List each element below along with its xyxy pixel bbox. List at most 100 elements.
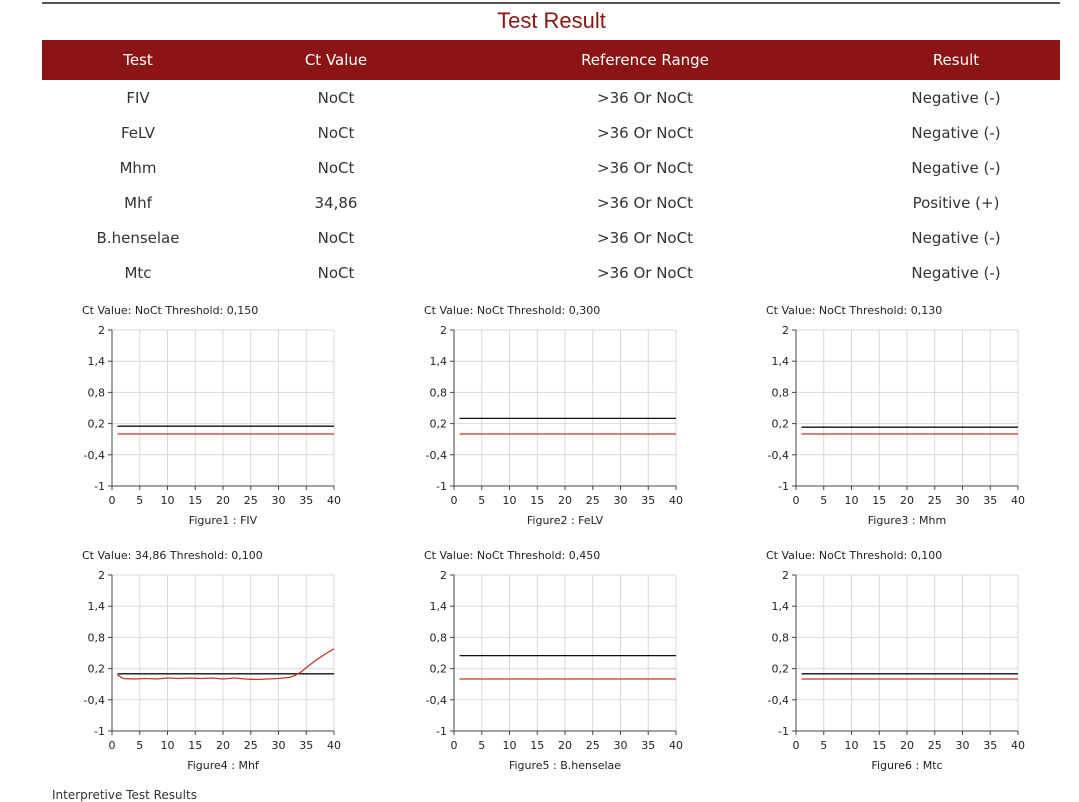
x-tick-label: 5 [136,739,143,752]
y-tick-label: 1,4 [88,355,106,368]
x-tick-label: 0 [109,494,116,507]
y-tick-label: 0,2 [430,663,448,676]
x-tick-label: 5 [136,494,143,507]
cell-reference-range: >36 Or NoCt [597,228,693,247]
chart-title: Ct Value: NoCt Threshold: 0,300 [424,304,600,317]
table-row: B.henselae NoCt >36 Or NoCt Negative (-) [42,220,1060,255]
x-tick-label: 10 [503,494,517,507]
cell-result: Positive (+) [912,193,1000,212]
x-tick-label: 30 [614,494,628,507]
x-tick-label: 15 [530,494,544,507]
y-tick-label: -1 [94,725,105,738]
cell-test: Mtc [124,263,152,282]
x-tick-label: 20 [216,739,230,752]
y-tick-label: -0,4 [426,694,447,707]
y-tick-label: -0,4 [768,449,789,462]
y-tick-label: 2 [782,569,789,582]
x-tick-label: 15 [188,494,202,507]
chart-title: Ct Value: NoCt Threshold: 0,150 [82,304,258,317]
x-tick-label: 25 [586,739,600,752]
header-result: Result [932,51,980,69]
cell-ct-value: NoCt [317,158,355,177]
x-tick-label: 20 [558,494,572,507]
x-tick-label: 30 [272,494,286,507]
chart-title: Ct Value: NoCt Threshold: 0,100 [766,549,942,562]
top-divider [42,2,1060,4]
amplification-chart: Ct Value: NoCt Threshold: 0,100 0 5 10 15 20 2… [766,549,1025,772]
table-row: FeLV NoCt >36 Or NoCt Negative (-) [42,115,1060,150]
x-tick-label: 0 [793,494,800,507]
table-row: Mhm NoCt >36 Or NoCt Negative (-) [42,150,1060,185]
x-tick-label: 35 [641,494,655,507]
footer-caption: Interpretive Test Results [52,788,197,802]
x-tick-label: 25 [244,494,258,507]
y-tick-label: 0,8 [88,631,106,644]
x-tick-label: 35 [983,494,997,507]
x-tick-label: 30 [956,739,970,752]
chart-title: Ct Value: NoCt Threshold: 0,450 [424,549,600,562]
chart-panel-fiv: Ct Value: NoCt Threshold: 0,150 0 5 10 15 20 2… [72,300,372,535]
x-tick-label: 40 [327,494,341,507]
x-tick-label: 5 [820,494,827,507]
y-tick-label: 2 [440,569,447,582]
x-tick-label: 40 [669,739,683,752]
x-tick-label: 30 [272,739,286,752]
cell-reference-range: >36 Or NoCt [597,263,693,282]
amplification-chart: Ct Value: NoCt Threshold: 0,300 0 5 10 15 20 2… [424,304,683,527]
cell-test: B.henselae [96,228,180,247]
cell-ct-value: NoCt [317,88,355,107]
cell-result: Negative (-) [911,88,1001,107]
table-row: Mhf 34,86 >36 Or NoCt Positive (+) [42,185,1060,220]
x-tick-label: 0 [793,739,800,752]
x-tick-label: 10 [161,739,175,752]
x-tick-label: 40 [669,494,683,507]
y-tick-label: -1 [436,725,447,738]
x-tick-label: 5 [478,739,485,752]
x-tick-label: 20 [216,494,230,507]
table-row: FIV NoCt >36 Or NoCt Negative (-) [42,80,1060,115]
chart-title: Ct Value: 34,86 Threshold: 0,100 [82,549,263,562]
x-axis-label: Figure6 : Mtc [871,759,942,772]
x-tick-label: 0 [451,494,458,507]
x-axis-label: Figure3 : Mhm [868,514,946,527]
y-tick-label: -0,4 [84,694,105,707]
y-tick-label: -0,4 [426,449,447,462]
x-tick-label: 35 [641,739,655,752]
x-tick-label: 15 [530,739,544,752]
cell-test: Mhm [119,158,157,177]
x-axis-label: Figure4 : Mhf [187,759,260,772]
x-tick-label: 20 [900,739,914,752]
x-tick-label: 35 [299,739,313,752]
cell-test: FeLV [120,123,155,142]
x-tick-label: 25 [244,739,258,752]
cell-ct-value: 34,86 [314,193,358,212]
y-tick-label: 0,8 [430,631,448,644]
y-tick-label: 0,8 [772,631,790,644]
y-tick-label: -1 [778,725,789,738]
y-tick-label: 0,8 [430,386,448,399]
cell-reference-range: >36 Or NoCt [597,88,693,107]
cell-reference-range: >36 Or NoCt [597,123,693,142]
cell-result: Negative (-) [911,123,1001,142]
y-tick-label: 0,8 [772,386,790,399]
x-axis-label: Figure1 : FIV [189,514,258,527]
cell-ct-value: NoCt [317,263,355,282]
amplification-chart: Ct Value: NoCt Threshold: 0,450 0 5 10 15 20 2… [424,549,683,772]
page-title: Test Result [497,8,606,33]
y-tick-label: -0,4 [768,694,789,707]
chart-title: Ct Value: NoCt Threshold: 0,130 [766,304,942,317]
y-tick-label: 0,2 [430,418,448,431]
x-tick-label: 25 [586,494,600,507]
y-tick-label: -1 [94,480,105,493]
table-row: Mtc NoCt >36 Or NoCt Negative (-) [42,255,1060,290]
y-tick-label: 1,4 [430,600,448,613]
results-table: Test Ct Value Reference Range Result FIV… [42,40,1060,290]
y-tick-label: 0,2 [772,663,790,676]
x-tick-label: 35 [983,739,997,752]
amplification-curve [117,648,335,681]
y-tick-label: 1,4 [430,355,448,368]
cell-test: Mhf [124,193,152,212]
x-tick-label: 10 [161,494,175,507]
x-tick-label: 35 [299,494,313,507]
